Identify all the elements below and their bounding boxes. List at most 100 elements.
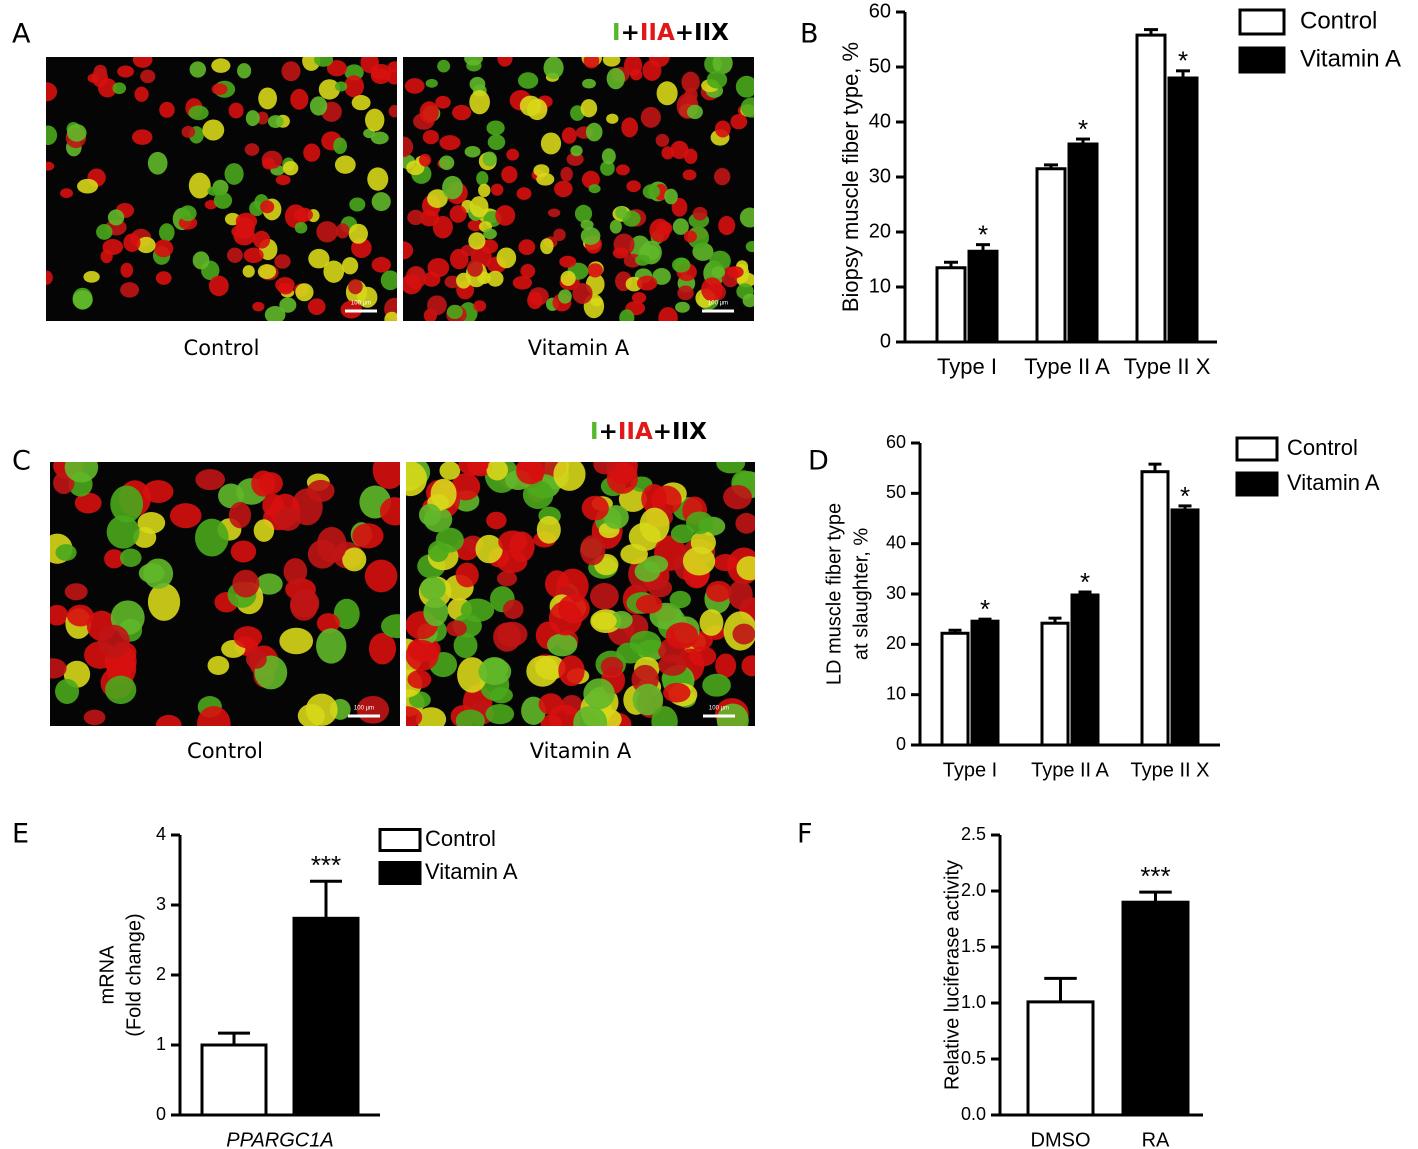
fibre — [66, 604, 94, 627]
fibre — [226, 247, 243, 263]
fibre — [636, 275, 658, 291]
fibre — [252, 230, 271, 249]
fibre — [677, 285, 694, 301]
stain-legend-part: I — [612, 20, 621, 46]
fibre — [427, 189, 448, 208]
fibre — [658, 654, 687, 676]
fibre — [735, 512, 755, 534]
fibre — [349, 197, 366, 212]
fibre — [487, 134, 506, 150]
legend-swatch — [378, 861, 422, 885]
fibre — [475, 534, 503, 564]
fibre — [713, 554, 738, 572]
fibre — [606, 113, 619, 124]
fibre — [275, 277, 295, 293]
fibre — [120, 262, 134, 278]
fibre — [230, 540, 257, 563]
fibre — [303, 143, 321, 162]
fibre — [635, 594, 663, 614]
fibre — [255, 573, 283, 595]
fibres — [403, 57, 754, 321]
fibre — [683, 230, 697, 243]
x-tick-label: Type II X — [1124, 354, 1211, 379]
fibre — [452, 104, 472, 121]
fibre — [189, 61, 207, 78]
fibre — [64, 462, 99, 483]
stain-legend-part: + — [599, 419, 618, 445]
fibre — [316, 613, 340, 634]
x-tick-label: Type II X — [1131, 759, 1210, 781]
fibre — [93, 64, 107, 78]
fibre — [453, 632, 478, 659]
fibre — [442, 175, 463, 200]
significance: *** — [1140, 861, 1170, 891]
fibre — [687, 104, 703, 120]
fibre — [554, 180, 573, 198]
y-tick-label: 0.0 — [961, 1104, 986, 1124]
fibre — [195, 469, 226, 491]
y-axis-label: (Fold change) — [123, 913, 145, 1036]
fibre — [655, 133, 670, 147]
fibre — [232, 569, 260, 598]
fibre — [665, 622, 699, 650]
scale-bar-label: 100 µm — [354, 706, 374, 712]
fibre — [585, 122, 603, 142]
fibre — [682, 169, 697, 181]
fibre — [46, 161, 55, 171]
fibres — [50, 462, 400, 726]
fibre — [348, 223, 368, 244]
fibre — [547, 208, 561, 218]
y-tick-label: 0 — [896, 734, 906, 754]
bar — [1121, 900, 1190, 1117]
fibre — [279, 297, 297, 313]
fibre — [370, 131, 389, 145]
fibre — [344, 75, 364, 98]
fibre — [257, 264, 277, 280]
x-tick-label: Type II A — [1031, 759, 1109, 781]
fibre — [132, 129, 153, 145]
fibre — [540, 238, 554, 255]
panel-letter: A — [12, 19, 31, 50]
fibre — [422, 129, 439, 145]
fibre — [682, 546, 716, 576]
fibre — [655, 221, 673, 236]
panel-letter: C — [12, 446, 31, 477]
fibre — [425, 78, 438, 88]
fibre — [110, 485, 144, 523]
fibre — [685, 511, 714, 535]
fibre — [652, 268, 671, 285]
fibre — [736, 556, 755, 581]
x-tick-label: Type I — [943, 759, 997, 781]
fibre — [702, 673, 731, 697]
fibre — [275, 174, 291, 186]
fibre — [404, 78, 425, 94]
fibre — [228, 501, 252, 529]
fibre — [671, 197, 688, 217]
fibre — [449, 248, 469, 270]
fibre — [455, 709, 485, 726]
fibre — [348, 279, 363, 295]
fibre — [132, 57, 153, 68]
fibre — [435, 95, 451, 109]
fibre — [275, 507, 301, 531]
fibre — [641, 484, 668, 514]
significance: * — [1180, 481, 1190, 511]
fibre — [651, 706, 678, 726]
fibre — [681, 71, 700, 93]
x-tick-label: PPARGC1A — [226, 1129, 333, 1149]
fibre — [486, 462, 508, 481]
fibre — [294, 221, 308, 234]
fibre — [497, 57, 513, 67]
bar — [292, 916, 360, 1117]
fibre — [716, 462, 746, 474]
panel-letter: B — [800, 19, 819, 50]
bar — [1067, 142, 1099, 344]
y-tick-label: 60 — [869, 0, 891, 22]
fibre — [612, 247, 629, 259]
stain-legend-part: IIA — [618, 419, 653, 445]
legend-label: Vitamin A — [1300, 45, 1401, 72]
y-tick-label: 0.5 — [961, 1048, 986, 1068]
fibre — [195, 518, 229, 557]
fibre — [533, 164, 550, 177]
fibre — [295, 283, 314, 302]
